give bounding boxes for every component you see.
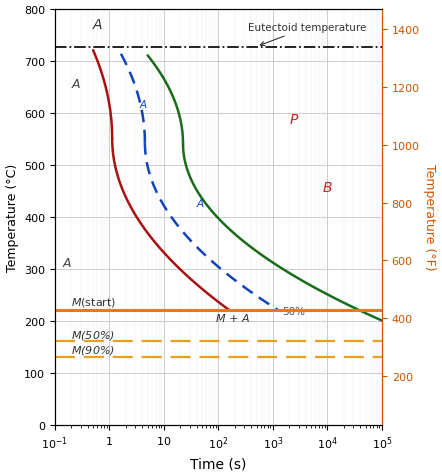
Text: M + A: M + A [216, 313, 250, 323]
Y-axis label: Temperature (°C): Temperature (°C) [6, 163, 19, 271]
X-axis label: Time (s): Time (s) [190, 456, 247, 470]
Text: $M$(90%): $M$(90%) [71, 344, 115, 357]
Text: A: A [197, 199, 204, 208]
Text: A: A [71, 78, 80, 90]
Y-axis label: Temperature (°F): Temperature (°F) [423, 164, 436, 270]
Text: $M$(start): $M$(start) [71, 296, 117, 309]
Text: A: A [93, 18, 103, 32]
Text: A: A [139, 100, 146, 110]
Text: 50%: 50% [282, 307, 305, 317]
Text: Eutectoid temperature: Eutectoid temperature [248, 23, 366, 47]
Text: A: A [63, 257, 72, 269]
Text: P: P [290, 113, 298, 127]
Text: B: B [322, 180, 332, 194]
Text: $M$(50%): $M$(50%) [71, 328, 115, 341]
